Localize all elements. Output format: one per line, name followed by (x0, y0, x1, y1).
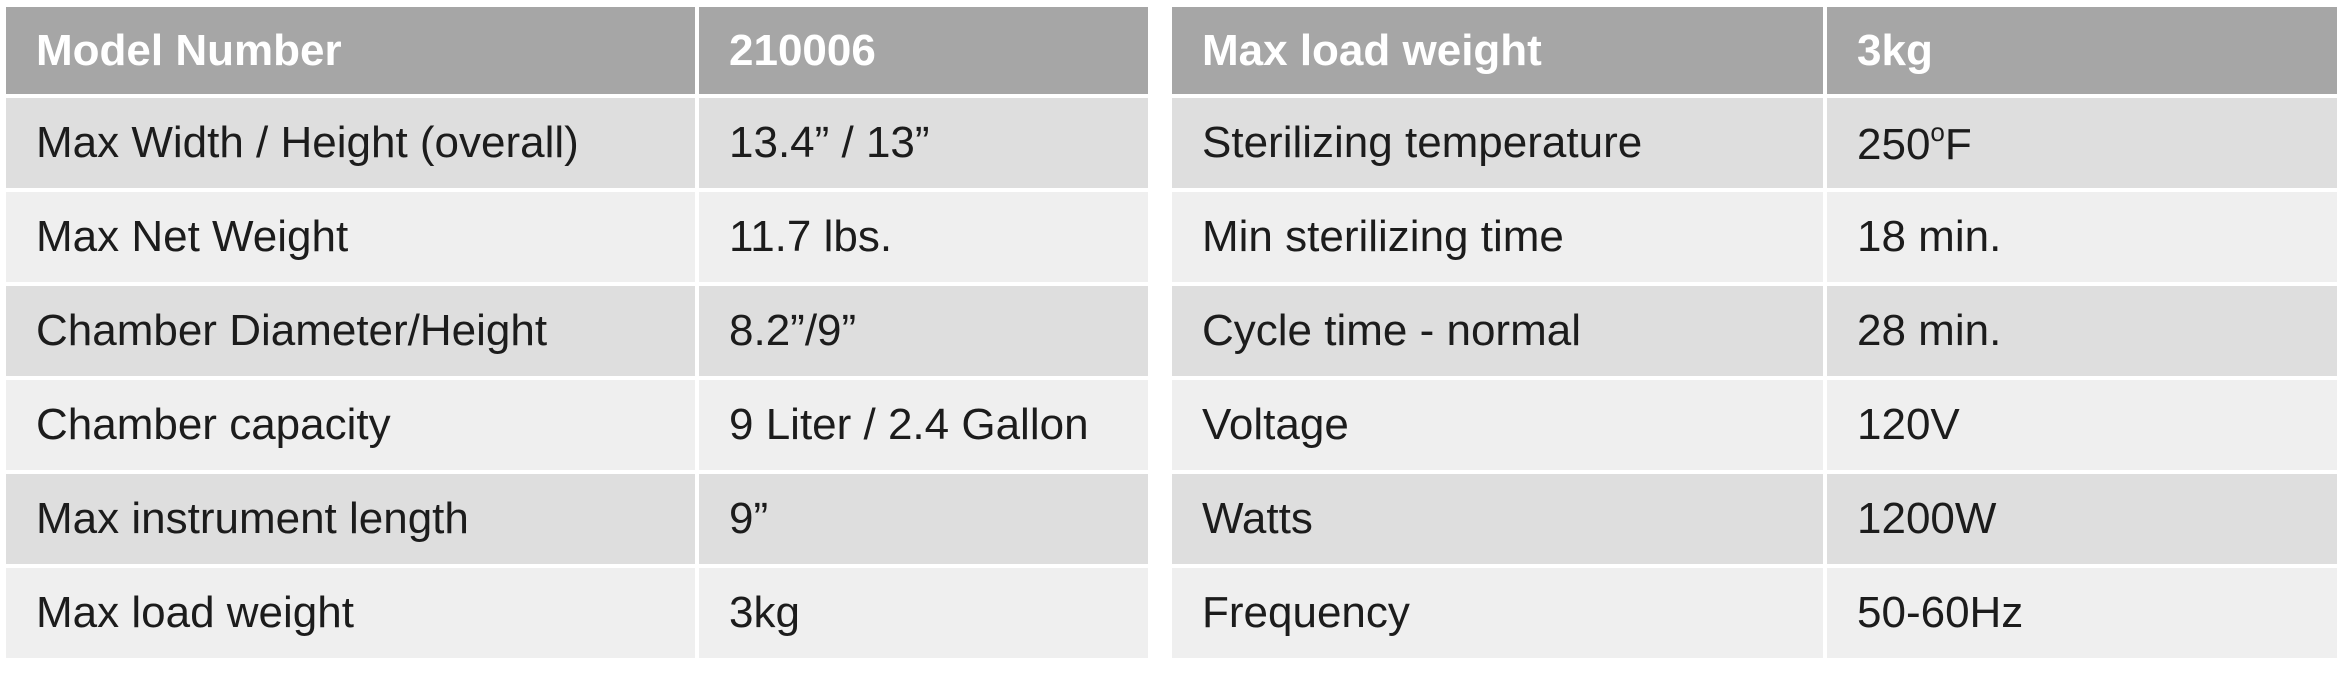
table-header-row: Max load weight 3kg (1172, 7, 2337, 94)
spec-label-cell: Max Net Weight (6, 192, 695, 282)
header-value-cell: 210006 (699, 7, 1148, 94)
spec-label-cell: Max instrument length (6, 474, 695, 564)
spec-label-cell: Voltage (1172, 380, 1823, 470)
spec-value-cell: 50-60Hz (1827, 568, 2337, 658)
spec-label-cell: Max load weight (6, 568, 695, 658)
spec-value-cell: 28 min. (1827, 286, 2337, 376)
header-label-cell: Model Number (6, 7, 695, 94)
degree-symbol: o (1930, 116, 1945, 147)
header-value-cell: 3kg (1827, 7, 2337, 94)
spec-value-cell: 13.4” / 13” (699, 98, 1148, 188)
temperature-value: 250 (1857, 119, 1931, 169)
spec-value-cell: 250oF (1827, 98, 2337, 188)
spec-table-right: Max load weight 3kg Sterilizing temperat… (1168, 3, 2341, 662)
spec-label-cell: Cycle time - normal (1172, 286, 1823, 376)
spec-value-cell: 18 min. (1827, 192, 2337, 282)
table-row: Max load weight 3kg (6, 568, 1148, 658)
spec-value-cell: 8.2”/9” (699, 286, 1148, 376)
spec-value-cell: 1200W (1827, 474, 2337, 564)
table-row: Voltage 120V (1172, 380, 2337, 470)
table-row: Max Width / Height (overall) 13.4” / 13” (6, 98, 1148, 188)
header-label-cell: Max load weight (1172, 7, 1823, 94)
spec-value-cell: 11.7 lbs. (699, 192, 1148, 282)
spec-label-cell: Max Width / Height (overall) (6, 98, 695, 188)
table-row: Chamber capacity 9 Liter / 2.4 Gallon (6, 380, 1148, 470)
spec-value-cell: 3kg (699, 568, 1148, 658)
spec-label-cell: Watts (1172, 474, 1823, 564)
table-row: Cycle time - normal 28 min. (1172, 286, 2337, 376)
table-row: Sterilizing temperature 250oF (1172, 98, 2337, 188)
spec-label-cell: Chamber capacity (6, 380, 695, 470)
spec-table-left: Model Number 210006 Max Width / Height (… (2, 3, 1152, 662)
table-row: Frequency 50-60Hz (1172, 568, 2337, 658)
table-row: Max Net Weight 11.7 lbs. (6, 192, 1148, 282)
spec-label-cell: Chamber Diameter/Height (6, 286, 695, 376)
spec-value-cell: 9 Liter / 2.4 Gallon (699, 380, 1148, 470)
spec-label-cell: Min sterilizing time (1172, 192, 1823, 282)
table-row: Watts 1200W (1172, 474, 2337, 564)
spec-label-cell: Frequency (1172, 568, 1823, 658)
table-header-row: Model Number 210006 (6, 7, 1148, 94)
temperature-unit: F (1944, 119, 1972, 169)
spec-value-cell: 120V (1827, 380, 2337, 470)
spec-value-cell: 9” (699, 474, 1148, 564)
spec-label-cell: Sterilizing temperature (1172, 98, 1823, 188)
table-row: Min sterilizing time 18 min. (1172, 192, 2337, 282)
table-row: Chamber Diameter/Height 8.2”/9” (6, 286, 1148, 376)
table-row: Max instrument length 9” (6, 474, 1148, 564)
